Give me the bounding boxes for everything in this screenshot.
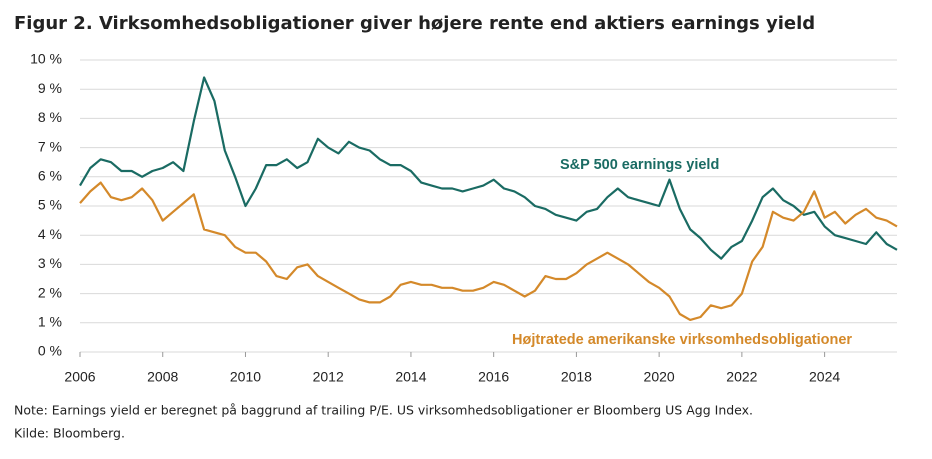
x-tick-label: 2014 xyxy=(395,369,426,385)
line-series xyxy=(79,181,898,321)
source: Kilde: Bloomberg. xyxy=(14,426,125,441)
x-tick-label: 2018 xyxy=(561,369,592,385)
y-tick-label: 9 % xyxy=(38,80,62,96)
y-tick-label: 6 % xyxy=(38,168,62,184)
y-tick-label: 2 % xyxy=(38,284,62,300)
y-tick-label: 3 % xyxy=(38,255,62,271)
note: Note: Earnings yield er beregnet på bagg… xyxy=(14,403,753,418)
series-label: S&P 500 earnings yield xyxy=(560,157,719,173)
x-tick-label: 2020 xyxy=(644,369,675,385)
y-tick-label: 4 % xyxy=(38,226,62,242)
y-tick-label: 0 % xyxy=(38,343,62,359)
x-tick-label: 2008 xyxy=(147,369,178,385)
y-tick-label: 8 % xyxy=(38,109,62,125)
x-tick-label: 2022 xyxy=(726,369,757,385)
y-tick-label: 5 % xyxy=(38,197,62,213)
x-tick-label: 2006 xyxy=(64,369,95,385)
x-tick-label: 2012 xyxy=(313,369,344,385)
x-tick-label: 2024 xyxy=(809,369,840,385)
y-tick-label: 1 % xyxy=(38,314,62,330)
y-tick-label: 10 % xyxy=(30,51,62,67)
y-tick-label: 7 % xyxy=(38,138,62,154)
x-tick-label: 2010 xyxy=(230,369,261,385)
series-label: Højtratede amerikanske virksomhedsobliga… xyxy=(512,332,852,348)
line-series xyxy=(79,76,898,260)
x-tick-label: 2016 xyxy=(478,369,509,385)
chart-title: Figur 2. Virksomhedsobligationer giver h… xyxy=(14,13,815,34)
